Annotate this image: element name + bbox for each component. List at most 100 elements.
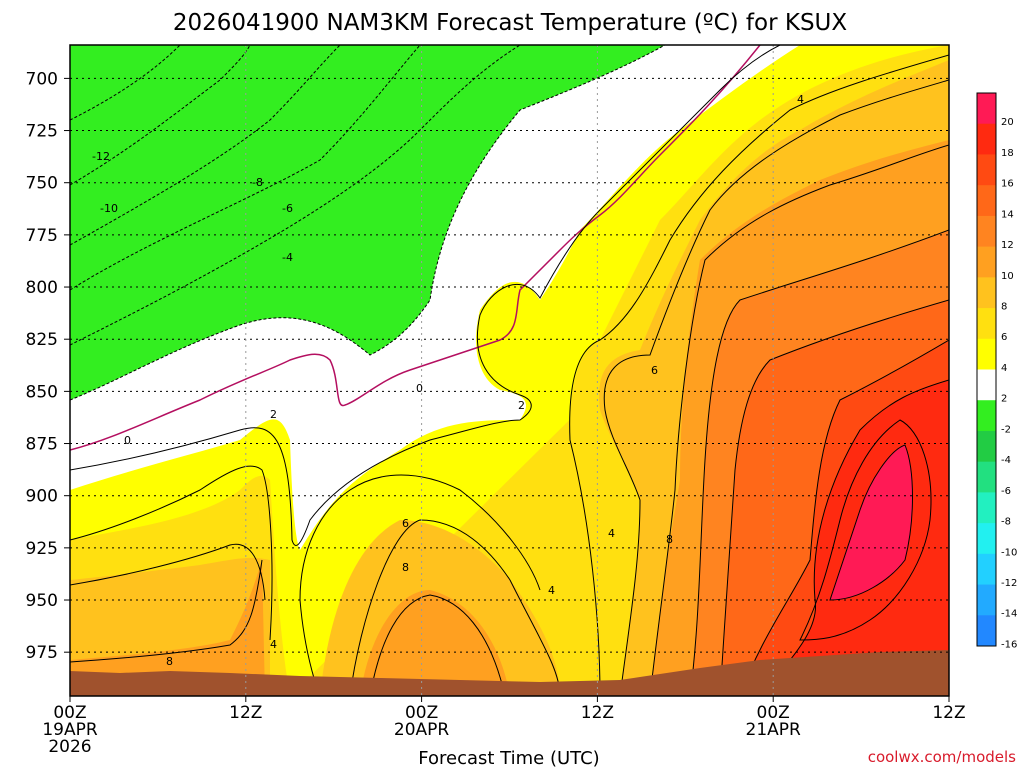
y-tick-label: 750 [26,174,58,194]
y-tick-label: 900 [26,487,58,507]
colorbar-swatch [977,215,996,248]
x-tick-label: 12Z [932,703,965,723]
y-tick-label: 725 [26,122,58,142]
contour-8 [70,144,949,696]
y-tick-label: 825 [26,330,58,350]
band-warm-8b [360,590,510,696]
y-tick-label: 700 [26,69,58,89]
y-tick-label: 925 [26,539,58,559]
colorbar-swatch [977,523,996,555]
x-tick-label: 2026 [48,737,91,757]
colorbar-swatch [977,430,996,463]
band-warm-20 [830,445,913,600]
colorbar-level-label: -16 [1001,639,1017,650]
colorbar-swatch [977,553,996,586]
contour-10 [689,229,949,696]
contour-4 [70,54,949,696]
contour-label: -10 [100,202,118,215]
y-tick-label: 875 [26,435,58,455]
y-tick-label: 975 [26,643,58,663]
colorbar-level-label: 6 [1001,332,1007,343]
x-tick-label: 19APR [42,720,98,740]
y-tick-label: 800 [26,278,58,298]
contour-14 [739,339,949,696]
x-tick-label: 00Z [405,703,438,723]
y-tick-label: 850 [26,382,58,402]
contour-18 [799,419,932,641]
filled-contours [70,45,949,696]
contour-labels: -12 -10 -8 -6 -4 0 0 2 2 4 4 4 4 6 6 8 8… [92,93,804,668]
contour-label: 6 [402,517,409,530]
colorbar-swatch [977,93,996,125]
colorbar-border [976,92,997,647]
colorbar-level-label: -14 [1001,609,1017,620]
contour-label: 0 [124,434,131,447]
colorbar-level-label: 20 [1001,117,1014,128]
colorbar-swatch [977,461,996,493]
y-axis: 700 725 750 775 800 825 850 875 900 925 950 975 [26,69,70,663]
colorbar-swatch [977,369,996,401]
colorbar-level-label: 18 [1001,148,1014,159]
contour-label: 2 [518,399,525,412]
contour-6 [70,79,949,696]
colorbar: 20 18 16 14 12 10 8 6 4 2 -2 -4 -6 -8 -10 -12 -14 -16 [976,92,1017,650]
colorbar-swatch [977,185,996,217]
watermark: coolwx.com/models [868,748,1016,766]
contour-label: -8 [252,176,263,189]
colorbar-swatch [977,246,996,278]
colorbar-level-label: 16 [1001,179,1014,190]
contour-16 [759,379,949,696]
colorbar-swatch [977,123,996,155]
contour-20 [829,444,913,601]
colorbar-level-label: -2 [1001,424,1011,435]
contour-minus6 [70,45,521,346]
contour-label: 0 [416,382,423,395]
plot-border [69,44,950,697]
contour-0 [70,45,761,451]
contour-minus4 [70,45,666,401]
x-tick-label: 21APR [746,720,802,740]
x-tick-label: 00Z [53,703,86,723]
colorbar-level-label: 10 [1001,271,1014,282]
colorbar-level-label: -10 [1001,547,1017,558]
colorbar-swatch [977,492,996,524]
x-tick-label: 20APR [394,720,450,740]
colorbar-swatch [977,338,996,370]
contour-label: 8 [666,533,673,546]
x-tick-label: 00Z [757,703,790,723]
y-tick-label: 950 [26,591,58,611]
contour-label: 6 [651,364,658,377]
x-axis-label: Forecast Time (UTC) [418,748,599,768]
contour-label: -4 [282,251,293,264]
colorbar-level-label: 8 [1001,302,1007,313]
contour-2 [70,45,781,546]
colorbar-level-label: -4 [1001,455,1011,466]
grid-lines [69,45,950,696]
contour-label: 8 [402,561,409,574]
colorbar-level-label: 4 [1001,363,1007,374]
x-tick-label: 12Z [581,703,614,723]
contour-label: -6 [282,202,293,215]
y-tick-label: 775 [26,226,58,246]
band-cold-4 [70,45,665,400]
colorbar-swatch [977,154,996,186]
chart-title: 2026041900 NAM3KM Forecast Temperature (… [173,10,848,36]
contour-minus10 [70,45,341,246]
contour-label: 4 [608,527,615,540]
contour-label: 4 [548,584,555,597]
x-tick-label: 12Z [229,703,262,723]
colorbar-level-label: -12 [1001,578,1017,589]
colorbar-level-label: -8 [1001,517,1011,528]
contour-label: -12 [92,150,110,163]
colorbar-level-label: 14 [1001,209,1014,220]
ground-surface [70,650,949,696]
contour-minus8 [70,45,421,291]
contour-minus14 [70,45,181,121]
contour-12 [719,299,949,696]
colorbar-swatch [977,308,996,340]
band-warm-8c [70,560,265,696]
colorbar-level-label: 12 [1001,240,1014,251]
contour-label: 4 [797,93,804,106]
